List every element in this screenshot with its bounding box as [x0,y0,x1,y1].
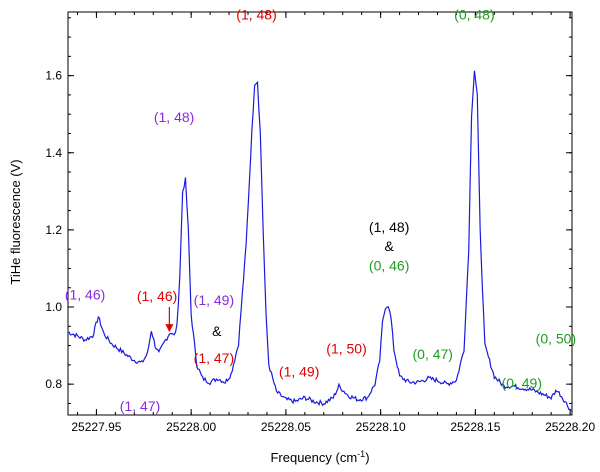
peak-label: (1, 48) [369,219,409,235]
peak-label: (1, 49) [194,292,234,308]
peak-label: (0, 49) [502,375,542,391]
x-tick-label: 25228.00 [166,420,216,434]
peak-label: (1, 50) [326,340,366,356]
red-arrow [165,307,174,333]
x-tick-label: 25228.05 [261,420,311,434]
axis-ticks [68,12,572,415]
peak-label: (1, 47) [120,398,160,414]
y-tick-label: 1.2 [45,223,62,237]
peak-label: (0, 46) [369,257,409,273]
x-axis-title: Frequency (cm-1) [270,449,369,465]
axis-tick-labels: 25227.95 25228.00 25228.05 25228.10 25228.15… [45,69,595,434]
peak-label: (1, 49) [279,363,319,379]
x-axis-title-main: Frequency (cm [270,450,357,465]
peak-label: & [212,323,222,339]
peak-label: (1, 48) [236,7,276,23]
peak-annotations: (1, 46) (1, 47) (1, 46) (1, 48) (1, 49) & (1, … [65,7,576,414]
series-line [67,70,573,412]
x-tick-label: 25228.20 [545,420,595,434]
x-axis-title-sup: -1 [357,449,365,459]
peak-label: (1, 48) [154,109,194,125]
peak-label: (1, 46) [137,288,177,304]
x-tick-label: 25227.95 [71,420,121,434]
peak-label: (0, 50) [536,331,576,347]
x-axis-title-end: ) [365,450,369,465]
peak-label: (1, 46) [65,286,105,302]
x-tick-label: 25228.10 [356,420,406,434]
y-tick-label: 1.4 [45,146,62,160]
y-tick-label: 1.6 [45,69,62,83]
y-tick-label: 1.0 [45,300,62,314]
plot-area [67,11,573,416]
peak-label: (1, 47) [194,350,234,366]
peak-label: (0, 47) [413,346,453,362]
y-axis-title: TiHe fluorescence (V) [8,159,23,284]
arrow-head [165,324,174,333]
y-tick-label: 0.8 [45,377,62,391]
peak-label: (0, 48) [454,7,494,23]
x-tick-label: 25228.15 [450,420,500,434]
peak-label: & [384,238,394,254]
